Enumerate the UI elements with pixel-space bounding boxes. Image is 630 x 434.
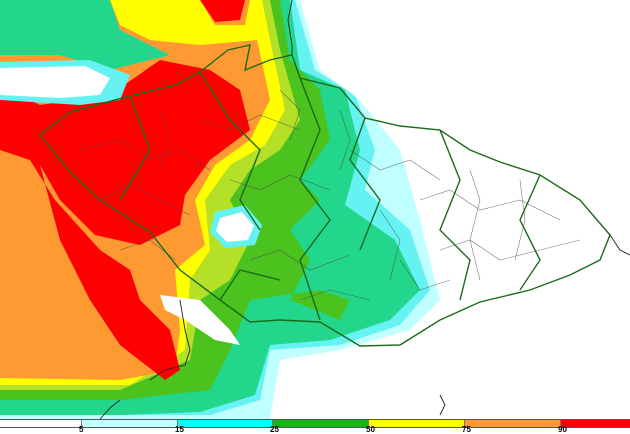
dry-area-south <box>160 295 240 345</box>
contour-layers <box>0 0 630 419</box>
legend-label: 15 <box>175 425 184 434</box>
neighbor-borders <box>99 0 630 419</box>
color-scale-legend <box>0 419 630 428</box>
legend-swatch-5 <box>464 420 560 427</box>
contour-red <box>0 60 250 380</box>
legend-swatch-2 <box>177 420 272 427</box>
dry-area-east <box>270 0 630 419</box>
legend-label: 50 <box>366 425 375 434</box>
dry-area-central <box>216 212 254 242</box>
contour-top-yellow <box>110 0 262 45</box>
legend-swatch-4 <box>368 420 464 427</box>
legend-label: 90 <box>558 425 567 434</box>
legend-swatch-6 <box>560 420 630 427</box>
precipitation-map <box>0 0 630 419</box>
contour-top-green <box>0 0 170 70</box>
country-border <box>39 44 611 347</box>
contour-orange-west <box>0 150 60 310</box>
legend-label: 5 <box>79 425 84 434</box>
legend-swatch-0 <box>0 420 81 427</box>
legend-labels: 5 15 25 50 75 90 <box>0 425 630 434</box>
czech-border <box>39 44 611 347</box>
district-borders <box>79 89 581 301</box>
dry-area-northwest <box>0 66 110 98</box>
legend-swatch-3 <box>272 420 368 427</box>
contour-red-top <box>200 0 245 22</box>
legend-label: 25 <box>270 425 279 434</box>
region-border-west <box>119 71 381 321</box>
legend-swatch-1 <box>81 420 177 427</box>
region-border-east <box>439 129 541 301</box>
legend-label: 75 <box>462 425 471 434</box>
